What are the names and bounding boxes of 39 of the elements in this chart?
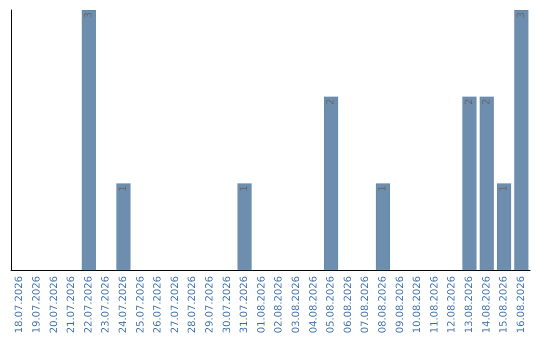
x-tick-label: 09.08.2026: [394, 276, 406, 334]
x-tick-label: 28.07.2026: [187, 276, 198, 334]
x-tick-label: 21.07.2026: [66, 276, 78, 334]
data-label: 2: [481, 98, 492, 106]
data-label: 2: [326, 98, 337, 106]
x-tick-label: 03.08.2026: [290, 276, 302, 334]
x-tick-label: 23.07.2026: [100, 276, 112, 334]
x-tick-label: 24.07.2026: [118, 276, 129, 334]
x-tick-label: 08.08.2026: [377, 276, 388, 334]
x-tick-label: 25.07.2026: [135, 276, 146, 334]
data-label: 3: [83, 12, 94, 18]
x-tick-label: 11.08.2026: [429, 276, 440, 334]
data-label: 1: [377, 185, 388, 192]
x-tick-label: 18.07.2026: [14, 276, 26, 334]
x-tick-label: 22.07.2026: [83, 276, 94, 334]
x-tick-label: 01.08.2026: [256, 276, 268, 334]
x-tick-label: 12.08.2026: [446, 276, 458, 334]
x-tick-label: 15.08.2026: [498, 276, 510, 334]
x-tick-label: 10.08.2026: [412, 276, 424, 334]
x-tick-label: 07.08.2026: [360, 276, 372, 334]
data-label: 1: [239, 185, 250, 192]
data-label: 1: [118, 185, 129, 192]
x-tick-label: 05.08.2026: [326, 276, 337, 334]
x-tick-label: 04.08.2026: [308, 276, 320, 334]
x-tick-label: 16.08.2026: [516, 276, 527, 334]
x-tick-label: 19.07.2026: [31, 276, 42, 334]
x-tick-label: 06.08.2026: [342, 276, 354, 334]
x-tick-label: 27.07.2026: [170, 276, 181, 334]
x-tick-label: 29.07.2026: [204, 276, 216, 334]
x-tick-label: 26.07.2026: [152, 276, 164, 334]
x-tick-label: 30.07.2026: [222, 276, 233, 334]
data-label: 3: [516, 12, 527, 18]
x-tick-label: 31.07.2026: [239, 276, 250, 334]
x-tick-label: 13.08.2026: [464, 276, 475, 334]
x-tick-label: 02.08.2026: [274, 276, 285, 334]
data-label: 1: [498, 185, 510, 192]
x-tick-label: 20.07.2026: [48, 276, 60, 334]
data-label: 2: [464, 98, 475, 106]
x-tick-label: 14.08.2026: [481, 276, 492, 334]
